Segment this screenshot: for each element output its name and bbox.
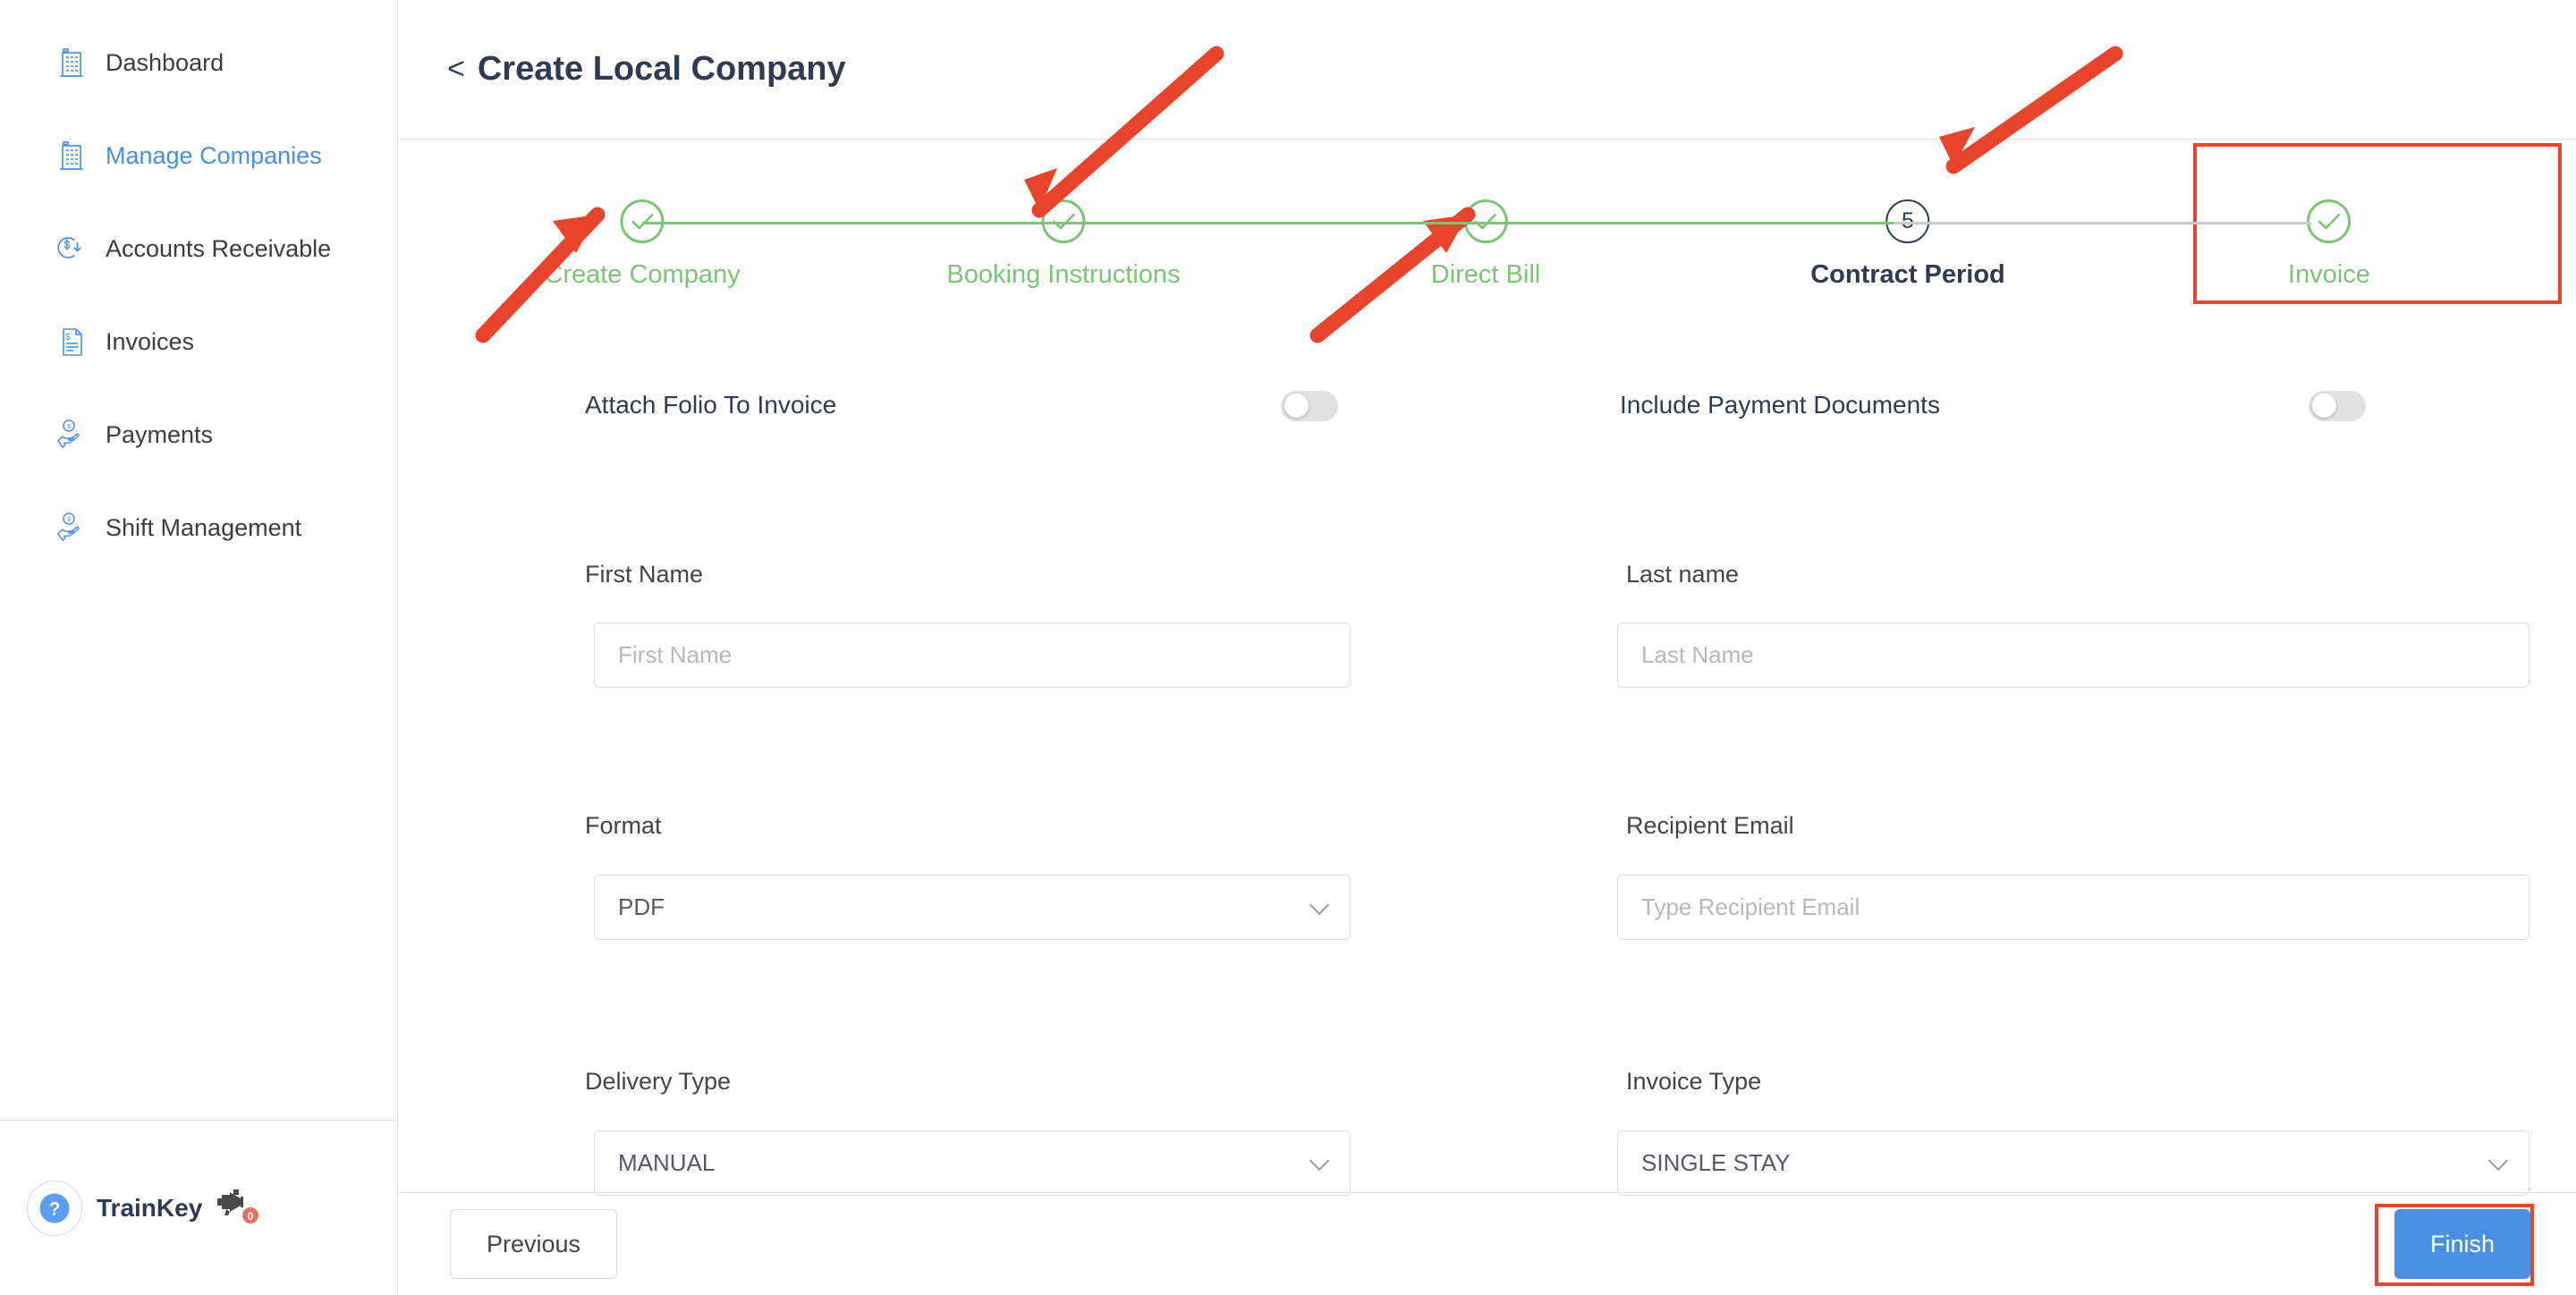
svg-text:$: $ bbox=[67, 424, 71, 430]
svg-text:0: 0 bbox=[248, 1210, 254, 1223]
svg-text:$: $ bbox=[65, 333, 71, 343]
svg-text:?: ? bbox=[49, 1198, 61, 1219]
svg-text:$: $ bbox=[67, 517, 71, 523]
